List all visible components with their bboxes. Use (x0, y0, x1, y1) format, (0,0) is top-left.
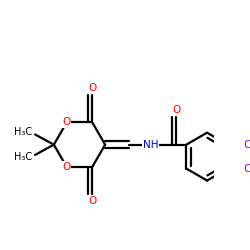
Text: O: O (62, 162, 71, 172)
Text: H₃C: H₃C (14, 127, 32, 137)
Text: Cl: Cl (243, 140, 250, 150)
Text: O: O (62, 118, 71, 128)
Text: Cl: Cl (243, 164, 250, 173)
Text: H₃C: H₃C (14, 152, 32, 162)
Text: O: O (172, 106, 180, 116)
Text: NH: NH (143, 140, 158, 150)
Text: O: O (88, 83, 96, 93)
Text: O: O (88, 196, 96, 206)
